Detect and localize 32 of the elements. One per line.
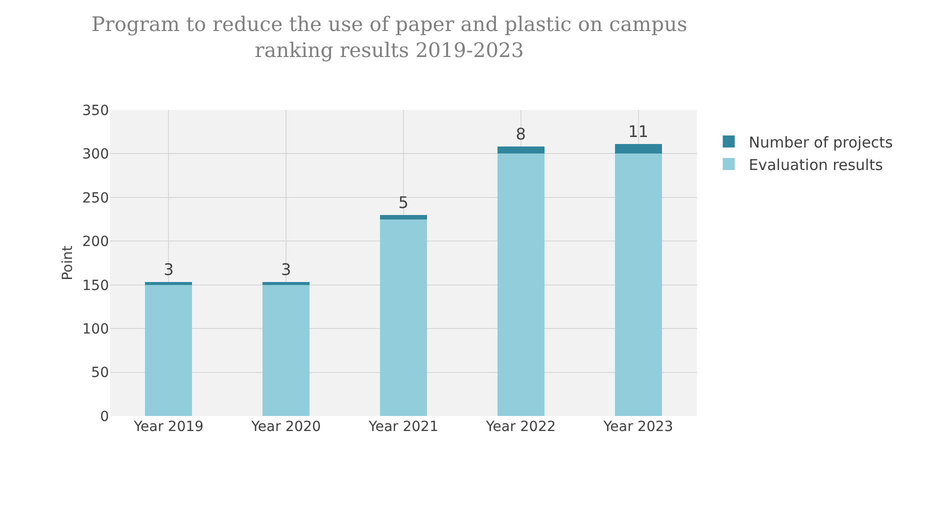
legend-label: Number of projects — [748, 133, 894, 152]
x-tick-label: Year 2019 — [132, 419, 204, 435]
y-tick-label: 250 — [82, 190, 109, 206]
y-tick-label: 150 — [82, 278, 109, 294]
y-tick-label: 100 — [82, 321, 109, 338]
x-tick-label: Year 2021 — [368, 419, 438, 435]
data-label: 5 — [398, 192, 409, 212]
bar — [145, 284, 192, 416]
x-tick-label: Year 2022 — [485, 419, 556, 435]
y-tick-label: 200 — [82, 234, 109, 250]
y-tick-label: 350 — [82, 102, 109, 119]
bar — [497, 154, 544, 416]
bar — [262, 284, 310, 416]
bar — [262, 282, 310, 285]
x-tick-label: Year 2023 — [602, 419, 674, 435]
data-label: 3 — [164, 260, 174, 280]
y-tick-label: 50 — [91, 365, 109, 382]
y-tick-label: 0 — [100, 408, 109, 425]
data-label: 3 — [281, 260, 292, 280]
bar — [380, 219, 427, 416]
legend-label: Evaluation results — [748, 156, 884, 174]
data-label: 8 — [516, 124, 526, 144]
chart-title: Program to reduce the use of paper and plastic on campus ranking results 2019-2023 — [91, 12, 688, 62]
bar — [614, 144, 662, 154]
x-tick-label: Year 2020 — [250, 419, 321, 435]
bar — [497, 146, 544, 154]
data-label: 11 — [628, 122, 648, 142]
bar — [614, 154, 662, 416]
bar — [380, 214, 427, 220]
bar — [145, 282, 192, 285]
y-tick-label: 300 — [82, 146, 109, 163]
y-axis-title: Point — [60, 245, 76, 280]
